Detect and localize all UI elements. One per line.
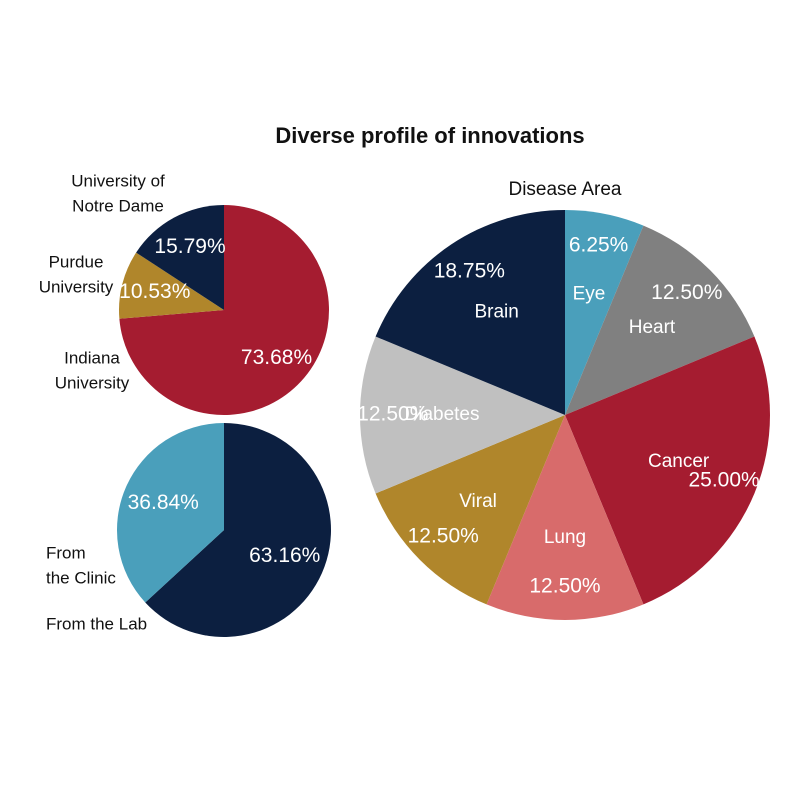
figure-title: Diverse profile of innovations bbox=[275, 123, 584, 148]
slice-percent-label: 73.68% bbox=[241, 346, 312, 369]
pie-title: Disease Area bbox=[508, 179, 621, 200]
pie-slice bbox=[118, 252, 224, 319]
slice-percent-label: 25.00% bbox=[688, 468, 759, 491]
slice-percent-label: 6.25% bbox=[569, 234, 629, 257]
slice-percent-label: 12.50% bbox=[357, 403, 428, 426]
slice-category-label: Purdue University bbox=[39, 253, 114, 297]
pie-slice bbox=[375, 210, 565, 415]
slice-category-label: Indiana University bbox=[55, 349, 130, 393]
slice-percent-label: 36.84% bbox=[128, 491, 199, 514]
slice-percent-label: 12.50% bbox=[651, 281, 722, 304]
slice-category-label: Brain bbox=[474, 302, 518, 323]
slice-percent-label: 18.75% bbox=[434, 259, 505, 282]
slice-category-label: University of Notre Dame bbox=[71, 172, 165, 216]
slice-category-label: Lung bbox=[544, 527, 586, 548]
slice-percent-label: 12.50% bbox=[529, 575, 600, 598]
slice-percent-label: 63.16% bbox=[249, 544, 320, 567]
slice-percent-label: 12.50% bbox=[408, 524, 479, 547]
slice-category-label: From the Clinic bbox=[46, 544, 116, 588]
slice-percent-label: 10.53% bbox=[119, 280, 190, 303]
slice-category-label: From the Lab bbox=[46, 614, 147, 633]
slice-category-label: Viral bbox=[459, 491, 497, 512]
pie-slice bbox=[565, 210, 644, 415]
pie-slice bbox=[145, 423, 331, 637]
pie-slice bbox=[486, 415, 644, 620]
pie-slice bbox=[119, 205, 329, 415]
pie-slice bbox=[565, 225, 755, 415]
slice-category-label: Diabetes bbox=[405, 404, 480, 425]
pie-slice bbox=[565, 336, 771, 605]
pie-slice bbox=[375, 415, 565, 605]
pie-slice bbox=[360, 336, 565, 494]
pie-slice bbox=[116, 423, 224, 603]
slice-category-label: Cancer bbox=[648, 451, 710, 472]
pie-slice bbox=[136, 205, 224, 310]
slice-percent-label: 15.79% bbox=[154, 235, 225, 258]
slice-category-label: Eye bbox=[573, 283, 606, 304]
slice-category-label: Heart bbox=[629, 317, 676, 338]
